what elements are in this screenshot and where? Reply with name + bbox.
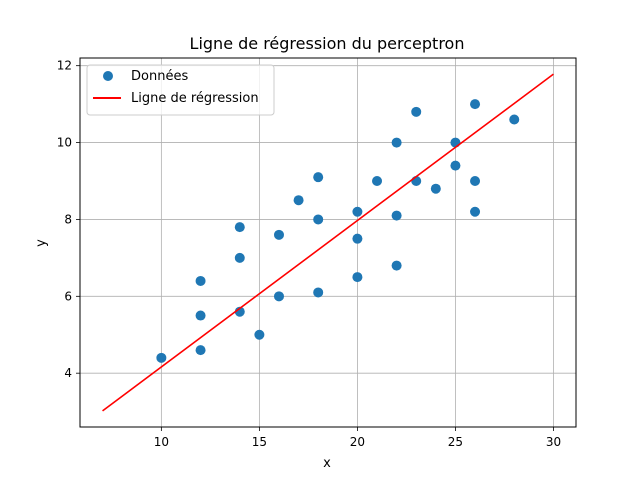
data-point	[156, 352, 167, 363]
data-point	[293, 195, 304, 206]
data-point	[234, 252, 245, 263]
plot-frame	[79, 57, 577, 428]
data-point	[313, 214, 324, 225]
data-point	[352, 233, 363, 244]
data-point	[372, 176, 383, 186]
legend-marker-scatter	[103, 71, 113, 81]
y-tick-label: 4	[64, 366, 72, 380]
y-tick-label: 12	[57, 59, 72, 73]
data-point	[470, 206, 481, 217]
legend-label-regression: Ligne de régression	[131, 91, 259, 106]
data-point	[195, 345, 206, 356]
data-point	[352, 206, 363, 217]
data-point	[195, 275, 206, 286]
x-tick-label: 25	[448, 435, 463, 449]
data-point	[254, 329, 265, 340]
data-point	[411, 106, 422, 117]
data-point	[234, 306, 245, 317]
data-point	[430, 183, 441, 194]
chart-title: Ligne de régression du perceptron	[190, 34, 465, 53]
y-tick-label: 6	[64, 289, 72, 303]
data-point	[509, 114, 520, 125]
x-tick-label: 15	[252, 435, 267, 449]
data-point	[313, 172, 324, 183]
legend: Données Ligne de régression	[86, 64, 275, 116]
x-tick-label: 10	[154, 435, 169, 449]
regression-line	[102, 73, 554, 412]
x-tick-label: 20	[350, 435, 365, 449]
data-point	[450, 137, 461, 148]
data-point	[234, 222, 245, 233]
y-axis-label: y	[34, 239, 49, 247]
data-point	[470, 99, 481, 110]
x-axis-label: x	[323, 456, 331, 471]
data-point	[313, 287, 324, 298]
data-point	[450, 160, 461, 171]
data-point	[391, 260, 402, 271]
data-point	[352, 272, 363, 283]
data-point	[391, 137, 402, 148]
legend-label-donnees: Données	[131, 69, 188, 84]
data-point	[195, 310, 206, 321]
data-point	[273, 229, 284, 240]
y-tick-label: 8	[64, 212, 72, 226]
axis-ticks: 10 15 20 25 30 4 6 8 10 12	[57, 59, 561, 449]
data-point	[470, 176, 481, 186]
x-tick-label: 30	[546, 435, 561, 449]
y-tick-label: 10	[57, 136, 72, 150]
legend-box	[86, 64, 275, 116]
data-point	[273, 291, 284, 302]
plot-data	[102, 73, 554, 412]
data-point	[391, 210, 402, 221]
